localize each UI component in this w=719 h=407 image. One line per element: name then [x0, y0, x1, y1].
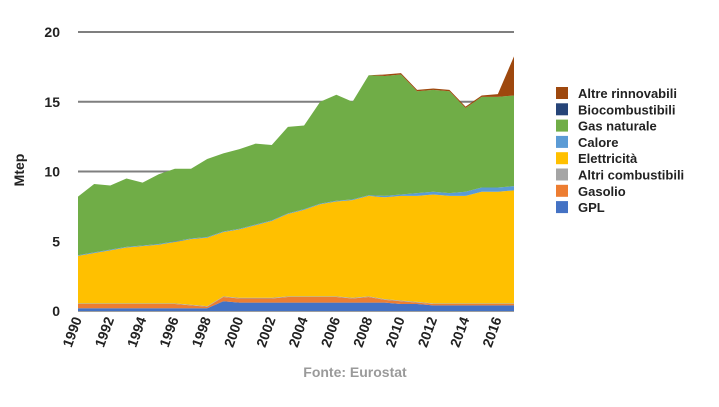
x-tick-label: 2016: [479, 314, 505, 349]
legend-label-elettricita: Elettricità: [578, 151, 638, 166]
y-axis-label: Mtep: [11, 154, 27, 187]
legend-swatch-gasolio: [556, 184, 568, 197]
y-tick-label: 0: [52, 303, 60, 319]
legend-swatch-elettricita: [556, 152, 568, 165]
x-tick-label: 1992: [91, 314, 117, 349]
legend-label-biocombustibili: Biocombustibili: [578, 102, 676, 117]
x-tick-label: 2010: [382, 314, 408, 349]
area-gpl: [78, 301, 514, 311]
legend-label-gasolio: Gasolio: [578, 184, 626, 199]
y-axis-ticks: 0 5 10 15 20: [44, 24, 60, 319]
legend-swatch-calore: [556, 135, 568, 148]
legend-label-gas-naturale: Gas naturale: [578, 119, 657, 134]
y-tick-label: 5: [52, 233, 60, 249]
x-tick-label: 1996: [156, 314, 182, 349]
x-tick-label: 1998: [188, 314, 214, 349]
legend-label-gpl: GPL: [578, 200, 605, 215]
legend-swatch-altre-rinnovabili: [556, 87, 568, 99]
area-gas-naturale: [78, 74, 514, 256]
y-tick-label: 15: [44, 94, 60, 110]
y-tick-label: 20: [44, 24, 60, 40]
y-tick-label: 10: [44, 164, 60, 180]
legend-swatch-gpl: [556, 201, 568, 214]
x-axis-ticks: 1990 1992 1994 1996 1998 2000 2002 2004 2006 2008…: [59, 314, 505, 349]
legend-label-altre-rinnovabili: Altre rinnovabili: [578, 86, 677, 101]
x-tick-label: 2006: [317, 314, 343, 349]
legend-swatch-gas-naturale: [556, 119, 568, 132]
x-tick-label: 2014: [447, 314, 473, 349]
x-tick-label: 2000: [221, 314, 247, 349]
legend-swatch-altri-combustibili: [556, 168, 568, 181]
x-tick-label: 1990: [59, 314, 85, 349]
x-tick-label: 2008: [350, 314, 376, 349]
x-tick-label: 2012: [414, 314, 440, 349]
area-series: [78, 56, 514, 311]
x-tick-label: 2002: [253, 314, 279, 349]
area-calore: [78, 186, 514, 256]
legend-label-altri-combustibili: Altri combustibili: [578, 168, 684, 183]
legend-swatch-biocombustibili: [556, 103, 568, 116]
area-elettricita: [78, 190, 514, 307]
area-gasolio: [78, 297, 514, 309]
x-tick-label: 2004: [285, 314, 311, 349]
source-note: Fonte: Eurostat: [303, 364, 407, 380]
x-tick-label: 1994: [124, 314, 150, 349]
legend-label-calore: Calore: [578, 135, 618, 150]
